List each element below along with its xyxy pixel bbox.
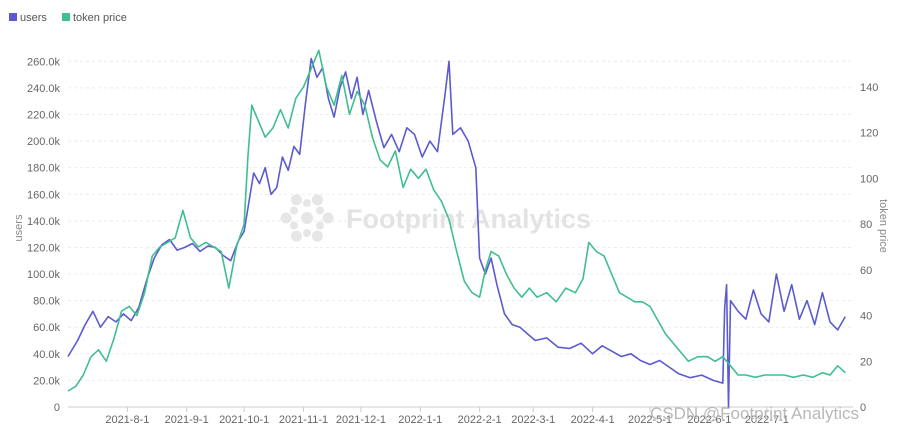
y-right-tick-label: 100 <box>860 173 878 185</box>
watermark: Footprint Analytics <box>280 194 591 242</box>
x-tick-label: 2022-6-1 <box>687 414 731 426</box>
y-axis-right: 0 20 40 60 80 100 120 140 <box>860 82 878 414</box>
y-right-tick-label: 80 <box>860 219 872 231</box>
y-left-tick-label: 200.0k <box>27 136 61 148</box>
x-tick-label: 2022-1-1 <box>398 414 442 426</box>
logo-dot <box>280 212 292 224</box>
y-right-tick-label: 140 <box>860 82 878 94</box>
y-left-tick-label: 60.0k <box>33 322 60 334</box>
y-right-tick-label: 40 <box>860 311 872 323</box>
logo-center <box>301 212 313 224</box>
y-left-tick-label: 120.0k <box>27 242 61 254</box>
logo-dot <box>315 206 324 215</box>
y-left-tick-label: 20.0k <box>33 375 60 387</box>
x-tick-label: 2022-4-1 <box>571 414 615 426</box>
y-left-tick-label: 140.0k <box>27 216 61 228</box>
logo-dot <box>290 206 299 215</box>
logo-dot <box>303 199 311 207</box>
y-left-tick-label: 220.0k <box>27 109 61 121</box>
legend: users token price <box>9 12 127 24</box>
y-right-tick-label: 20 <box>860 356 872 368</box>
footprint-logo-icon <box>280 194 334 242</box>
y-right-tick-label: 60 <box>860 265 872 277</box>
x-tick-label: 2022-7-1 <box>745 414 789 426</box>
y-axis-left-label: users <box>13 214 25 241</box>
x-tick-label: 2021-11-1 <box>279 414 328 426</box>
x-tick-label: 2022-3-1 <box>511 414 555 426</box>
legend-label-users[interactable]: users <box>20 12 47 24</box>
legend-label-price[interactable]: token price <box>73 12 127 24</box>
x-axis: 2021-8-1 2021-9-1 2021-10-1 2021-11-1 2021-1… <box>68 406 853 426</box>
y-left-tick-label: 0 <box>54 402 60 414</box>
x-tick-label: 2022-5-1 <box>628 414 672 426</box>
logo-dot <box>312 194 323 206</box>
grid-lines <box>68 60 853 381</box>
x-tick-label: 2021-12-1 <box>336 414 386 426</box>
legend-swatch-price <box>62 13 70 21</box>
series-lines <box>67 49 846 408</box>
y-right-tick-label: 120 <box>860 128 878 140</box>
x-tick-label: 2021-10-1 <box>219 414 269 426</box>
series-line-users <box>67 57 846 408</box>
y-left-tick-label: 160.0k <box>27 189 61 201</box>
logo-dot <box>291 194 302 206</box>
x-tick-label: 2022-2-1 <box>458 414 502 426</box>
y-left-tick-label: 80.0k <box>33 296 60 308</box>
logo-dot <box>312 230 323 242</box>
logo-dot <box>322 212 334 224</box>
x-tick-label: 2021-8-1 <box>105 414 149 426</box>
logo-dot <box>291 230 302 242</box>
legend-swatch-users <box>9 13 17 21</box>
x-tick-label: 2021-9-1 <box>165 414 209 426</box>
y-left-tick-label: 100.0k <box>27 269 61 281</box>
y-left-tick-label: 260.0k <box>27 56 61 68</box>
logo-dot <box>303 229 311 237</box>
watermark-text: Footprint Analytics <box>346 204 591 234</box>
credit-text: CSDN @Footprint Analytics <box>650 404 859 423</box>
series-line-price <box>67 49 846 392</box>
y-axis-left: 0 20.0k 40.0k 60.0k 80.0k 100.0k 120.0k 140.0k 1… <box>27 56 61 414</box>
y-left-tick-label: 180.0k <box>27 163 61 175</box>
y-axis-right-label: token price <box>877 199 889 253</box>
y-left-tick-label: 40.0k <box>33 349 60 361</box>
y-right-tick-label: 0 <box>860 402 866 414</box>
y-left-tick-label: 240.0k <box>27 83 61 95</box>
logo-dot <box>290 221 299 230</box>
logo-dot <box>315 221 324 230</box>
